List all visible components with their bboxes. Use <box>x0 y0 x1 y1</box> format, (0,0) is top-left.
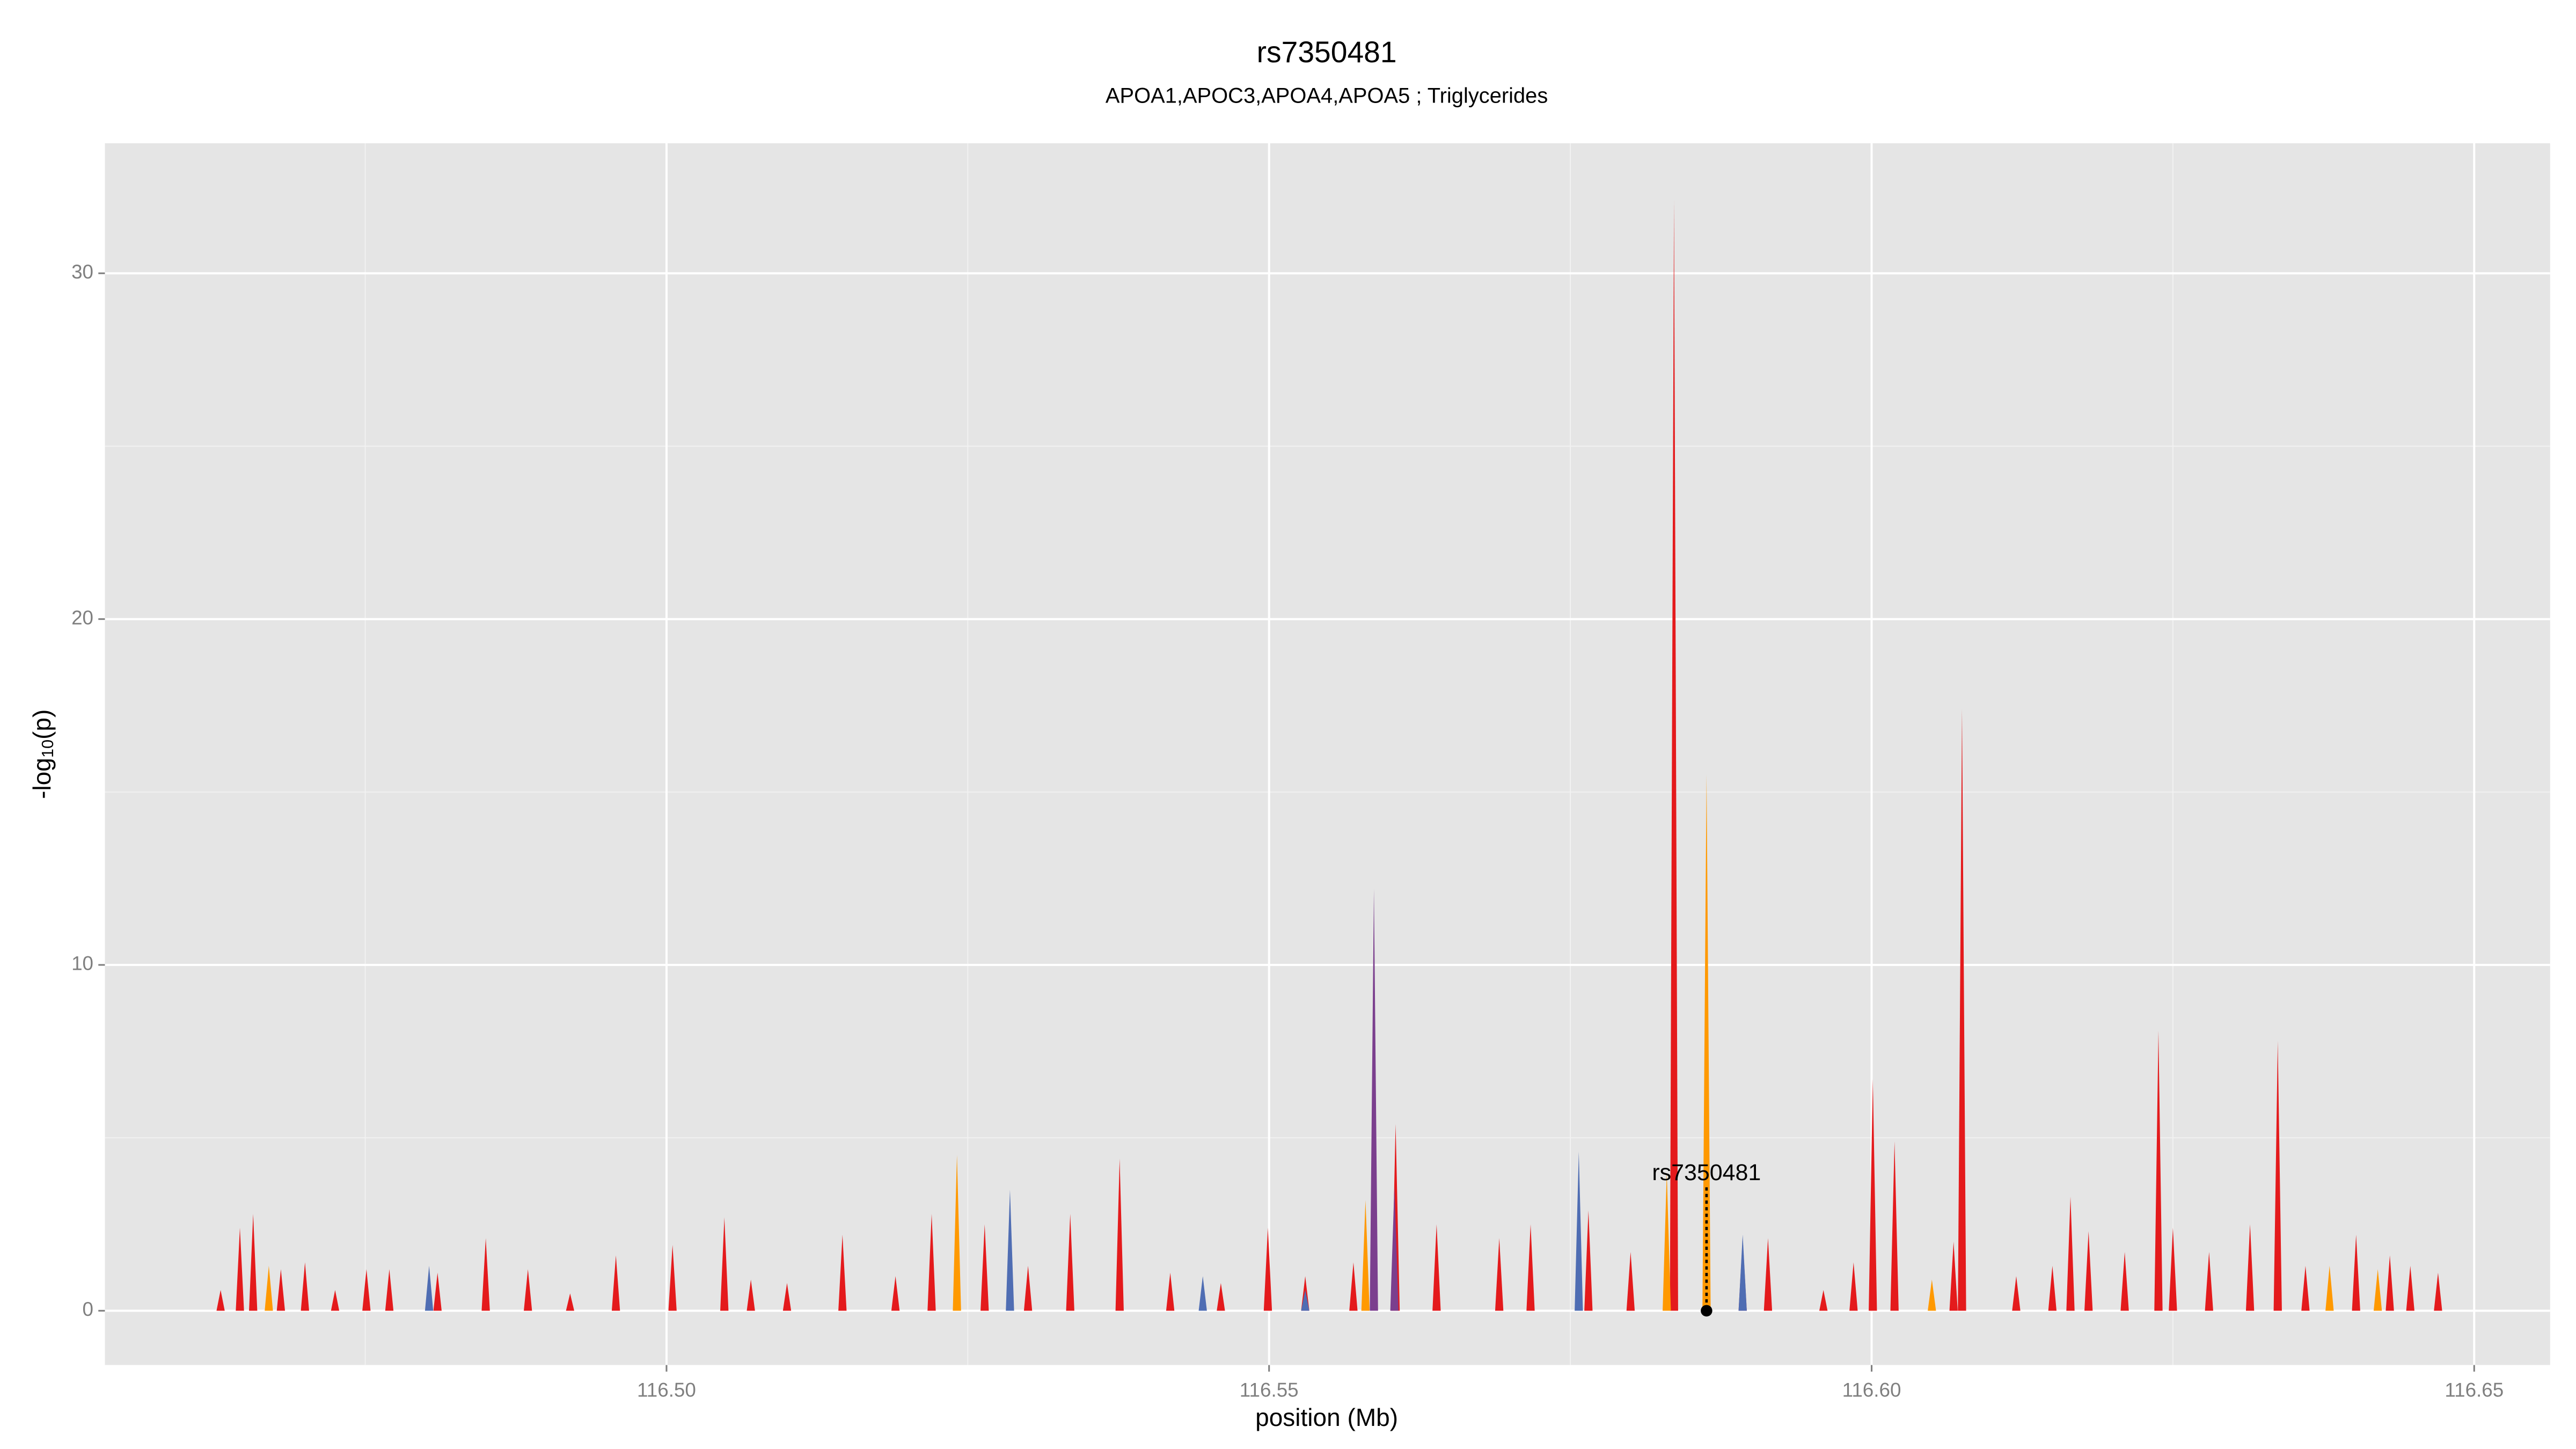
spike <box>668 1245 677 1311</box>
x-tick-label: 116.50 <box>637 1379 696 1401</box>
spike <box>1949 1241 1958 1311</box>
spike <box>1198 1276 1207 1311</box>
chart-subtitle: APOA1,APOC3,APOA4,APOA5 ; Triglycerides <box>1106 84 1548 108</box>
annotation-point <box>1701 1305 1713 1317</box>
spike <box>2084 1231 2093 1311</box>
spike <box>1890 1141 1899 1311</box>
spike <box>1626 1252 1635 1311</box>
spike <box>301 1262 309 1311</box>
y-tick-label: 20 <box>71 606 93 628</box>
spike <box>2325 1265 2334 1311</box>
spike <box>1869 1079 1877 1311</box>
spike <box>1526 1224 1535 1311</box>
spike <box>1349 1262 1358 1311</box>
spike <box>1370 889 1378 1311</box>
spike <box>2273 1041 2282 1311</box>
spike <box>2245 1224 2255 1311</box>
spike <box>2352 1234 2360 1311</box>
spike <box>891 1276 900 1311</box>
spike <box>1819 1290 1828 1311</box>
labels: 116.50 116.55 116.60 116.65 0 10 20 30 rs7350481 <box>71 261 2504 1401</box>
x-axis-label: position (Mb) <box>1255 1403 1398 1431</box>
spike <box>611 1255 620 1311</box>
spike <box>1670 200 1678 1311</box>
spike <box>720 1217 729 1311</box>
spike <box>1263 1227 1272 1311</box>
grid <box>105 143 2550 1365</box>
spike <box>1390 1186 1399 1311</box>
spike <box>1663 1172 1671 1311</box>
spike <box>782 1283 792 1311</box>
spike <box>1066 1213 1074 1311</box>
spike <box>1763 1238 1773 1311</box>
spike <box>1702 774 1711 1311</box>
spike <box>1006 1189 1014 1311</box>
y-label-main: -log <box>28 758 56 799</box>
spike <box>249 1213 258 1311</box>
y-label-sub: 10 <box>38 740 57 758</box>
spike <box>1217 1283 1225 1311</box>
spike <box>2066 1196 2075 1311</box>
spike <box>2169 1227 2177 1311</box>
chart-title: rs7350481 <box>1257 35 1397 69</box>
spike <box>953 1155 961 1311</box>
panel <box>105 143 2550 1365</box>
spike <box>276 1269 286 1311</box>
spike <box>1023 1265 1033 1311</box>
spike <box>524 1269 532 1311</box>
spike <box>236 1227 244 1311</box>
spike <box>927 1213 936 1311</box>
spike <box>1958 709 1966 1311</box>
spike <box>2205 1252 2213 1311</box>
spike <box>1495 1238 1504 1311</box>
spike <box>1166 1272 1175 1311</box>
y-tick-label: 0 <box>83 1298 93 1320</box>
spike <box>566 1293 574 1311</box>
y-label-rest: (p) <box>28 709 56 740</box>
spike <box>2048 1265 2057 1311</box>
spike <box>1361 1200 1370 1311</box>
spike <box>747 1279 755 1311</box>
spike <box>433 1272 442 1311</box>
x-tick-label: 116.55 <box>1240 1379 1299 1401</box>
spike <box>216 1290 225 1311</box>
spike <box>980 1224 989 1311</box>
spike <box>481 1238 490 1311</box>
spike <box>2434 1272 2442 1311</box>
spike <box>362 1269 371 1311</box>
x-tick-label: 116.60 <box>1842 1379 1901 1401</box>
spike <box>265 1265 273 1311</box>
spike <box>2385 1255 2394 1311</box>
spike <box>1584 1210 1593 1311</box>
spike <box>838 1234 847 1311</box>
y-axis-label: -log10(p) <box>28 709 57 799</box>
x-tick-label: 116.65 <box>2445 1379 2504 1401</box>
spike <box>1301 1290 1309 1311</box>
spike <box>1432 1224 1441 1311</box>
spike <box>1849 1262 1858 1311</box>
y-tick-label: 10 <box>71 953 93 975</box>
spike <box>1738 1234 1747 1311</box>
spike <box>2406 1265 2414 1311</box>
spike <box>385 1269 394 1311</box>
spike <box>2154 1030 2163 1311</box>
spike <box>1115 1158 1124 1311</box>
marks <box>216 200 2442 1311</box>
spike <box>2120 1252 2129 1311</box>
spike <box>2301 1265 2310 1311</box>
spike <box>1928 1279 1936 1311</box>
y-tick-label: 30 <box>71 261 93 283</box>
annotation-label: rs7350481 <box>1652 1160 1761 1185</box>
spike <box>1575 1151 1583 1311</box>
spike <box>2373 1269 2382 1311</box>
spike <box>2012 1276 2021 1311</box>
spike <box>331 1290 340 1311</box>
spike <box>425 1265 434 1311</box>
